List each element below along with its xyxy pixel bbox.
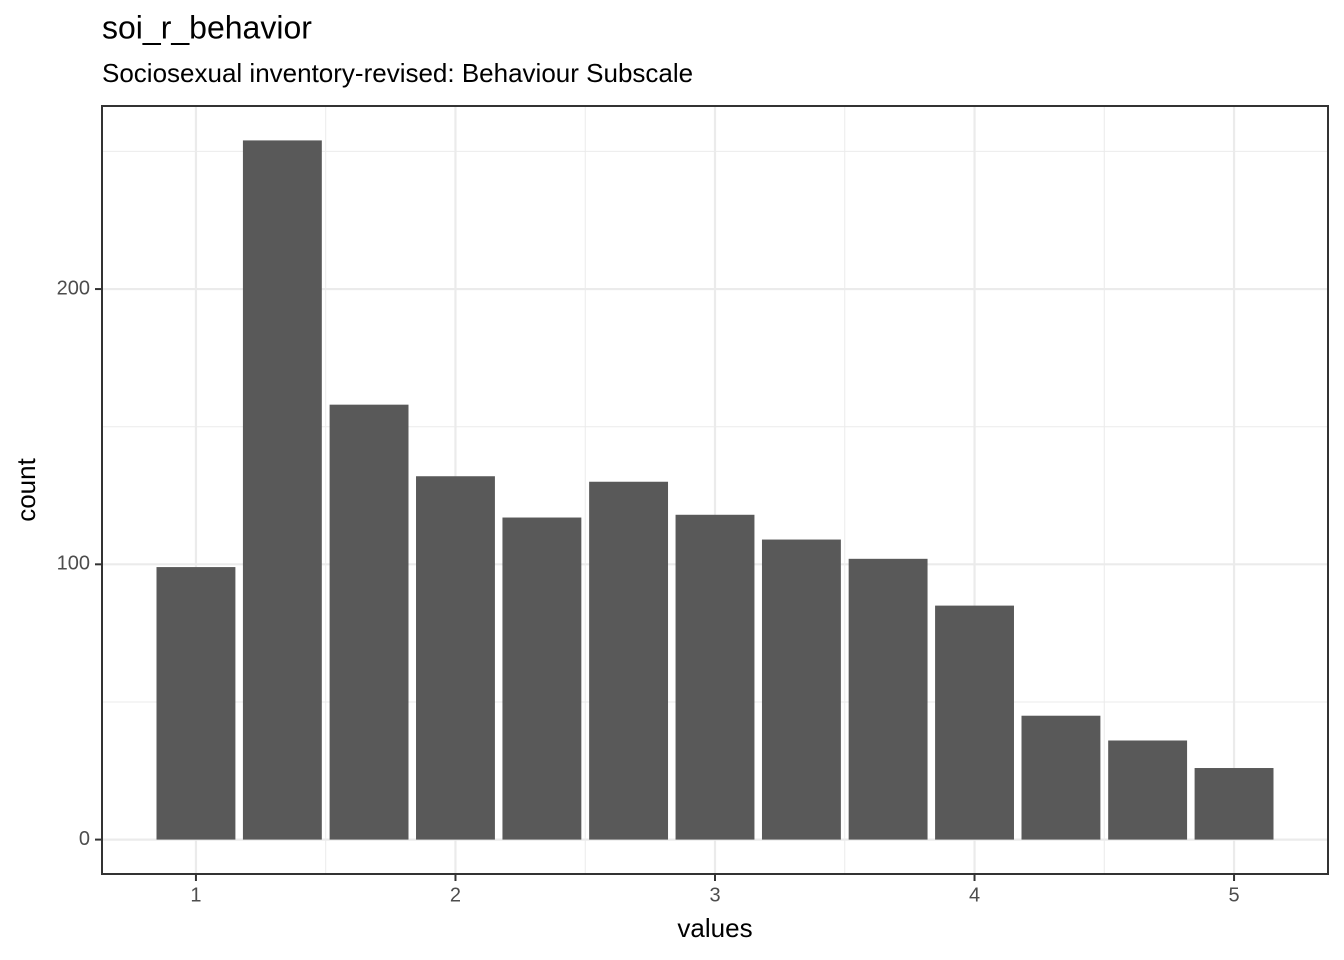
- bar: [416, 476, 495, 840]
- y-axis-label: count: [11, 457, 41, 521]
- x-axis-label: values: [677, 913, 752, 943]
- chart-subtitle: Sociosexual inventory-revised: Behaviour…: [102, 58, 693, 88]
- x-tick-label: 5: [1228, 884, 1239, 906]
- bar: [156, 567, 236, 840]
- bar: [1021, 715, 1101, 840]
- bar: [502, 517, 582, 840]
- bar: [242, 140, 322, 840]
- x-tick-label: 3: [709, 884, 720, 906]
- x-tick-label: 1: [190, 884, 201, 906]
- bar: [675, 514, 755, 840]
- bar: [1108, 740, 1188, 840]
- x-tick-label: 4: [969, 884, 980, 906]
- bar: [935, 605, 1014, 840]
- bar: [1194, 768, 1274, 840]
- bar: [761, 539, 841, 840]
- panel-border: [101, 105, 1329, 875]
- bar: [589, 481, 669, 840]
- y-tick-label: 0: [79, 828, 90, 850]
- y-tick-label: 200: [57, 277, 90, 299]
- y-tick-label: 100: [57, 553, 90, 575]
- x-tick-label: 2: [450, 884, 461, 906]
- bar: [848, 558, 928, 840]
- bar: [329, 404, 409, 840]
- chart-title: soi_r_behavior: [102, 9, 312, 45]
